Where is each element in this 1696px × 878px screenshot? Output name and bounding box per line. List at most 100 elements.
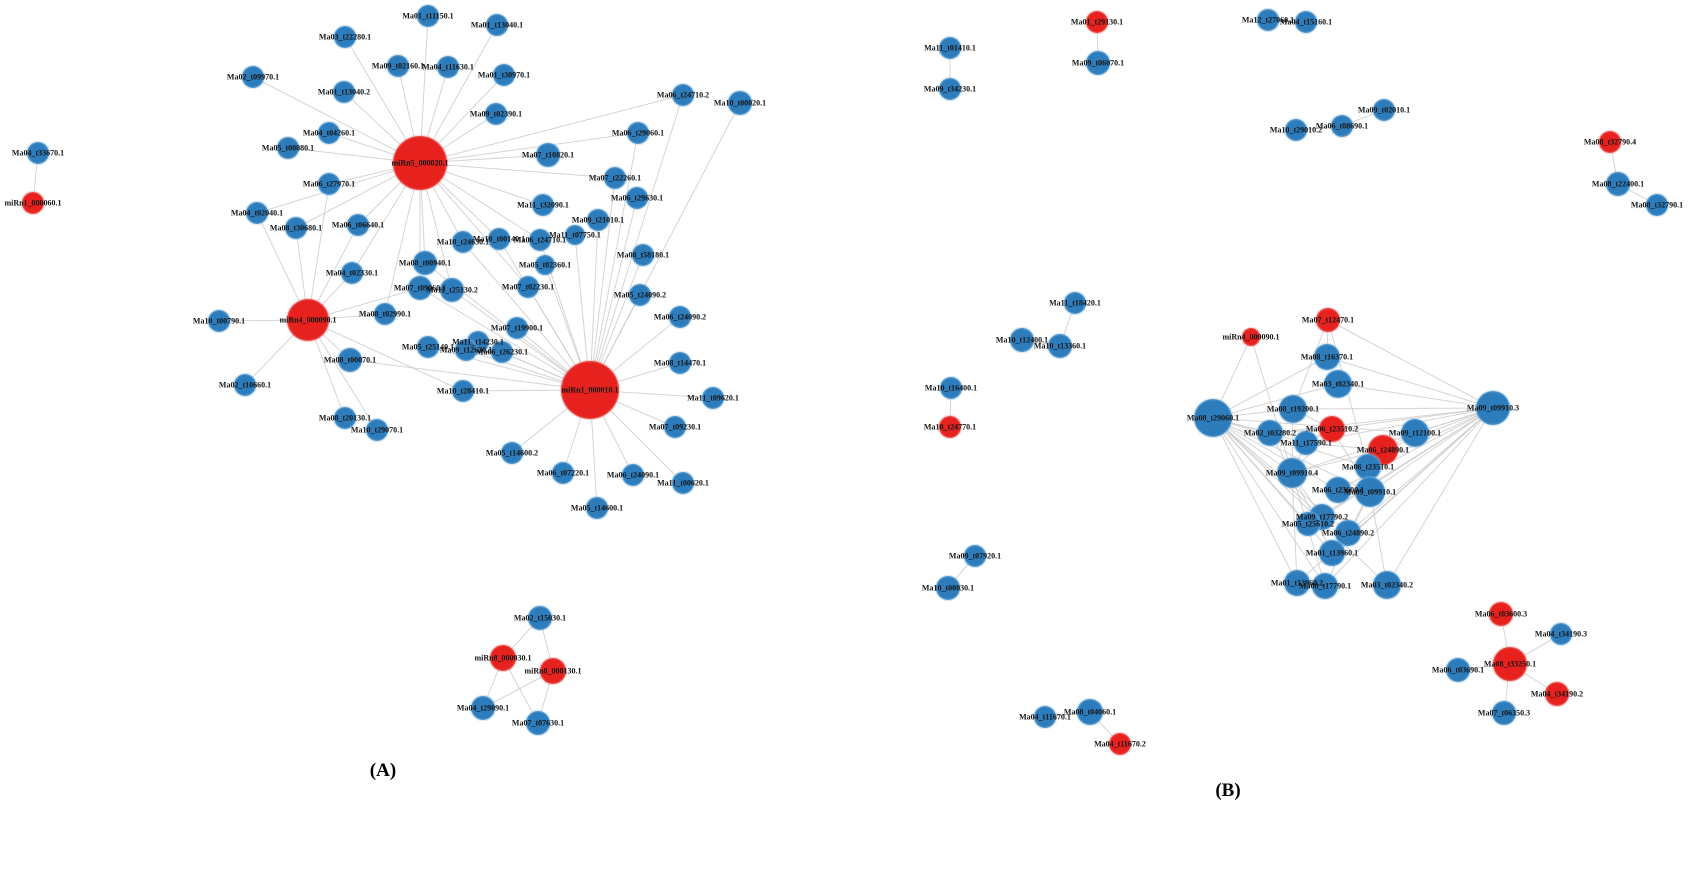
network-node-a50[interactable] [499,440,525,466]
network-node-c11[interactable] [1399,417,1431,449]
network-node-b01[interactable] [937,35,963,61]
network-node-c21[interactable] [1310,571,1340,601]
network-node-aP1[interactable] [25,140,51,166]
network-node-a60[interactable] [524,709,552,737]
network-node-b18[interactable] [962,543,988,569]
network-node-a54[interactable] [584,495,610,521]
network-node-a11[interactable] [275,135,301,161]
network-node-a27[interactable] [415,334,441,360]
network-node-a48[interactable] [364,417,390,443]
network-node-a49[interactable] [450,378,476,404]
network-node-a51[interactable] [550,460,576,486]
network-node-b26[interactable] [1444,656,1472,684]
network-node-a22[interactable] [406,274,434,302]
network-node-b05[interactable] [1255,7,1281,33]
network-node-a32[interactable] [534,141,562,169]
network-node-b17[interactable] [937,414,963,440]
network-node-a14[interactable] [283,215,309,241]
network-node-b06[interactable] [1293,9,1319,35]
network-node-c23[interactable] [1474,389,1512,427]
network-node-b09[interactable] [1283,117,1309,143]
network-node-a38[interactable] [630,242,656,268]
network-node-a55[interactable] [662,414,688,440]
network-node-b23[interactable] [1487,600,1515,628]
network-node-a61[interactable] [489,339,515,365]
network-node-b07[interactable] [1371,97,1397,123]
network-node-aH3[interactable] [559,359,621,421]
network-node-a58[interactable] [538,656,568,686]
network-node-a10[interactable] [316,120,342,146]
network-node-b25[interactable] [1491,645,1529,683]
network-node-a03[interactable] [332,24,358,50]
network-node-a18[interactable] [411,249,439,277]
network-node-a01[interactable] [415,3,441,29]
network-node-c09[interactable] [1292,429,1320,457]
network-node-c22[interactable] [1371,569,1403,601]
network-node-a08[interactable] [331,79,357,105]
network-node-c19[interactable] [1317,538,1347,568]
network-node-b28[interactable] [1490,699,1518,727]
network-node-a24[interactable] [515,274,541,300]
network-node-b24[interactable] [1548,621,1574,647]
network-node-a02[interactable] [484,12,510,38]
network-node-b22[interactable] [1107,731,1133,757]
network-node-a44[interactable] [206,308,232,334]
network-node-b21[interactable] [1075,697,1105,727]
network-node-a25[interactable] [504,315,530,341]
network-node-a29[interactable] [670,82,696,108]
network-node-b12[interactable] [1644,192,1670,218]
network-node-a20[interactable] [486,226,512,252]
network-node-a21[interactable] [527,227,553,253]
network-node-a30[interactable] [726,89,754,117]
network-node-b20[interactable] [1032,704,1058,730]
network-node-a45[interactable] [232,372,258,398]
network-node-a41[interactable] [667,304,693,330]
network-node-a59[interactable] [469,694,497,722]
network-node-c17[interactable] [1294,510,1322,538]
network-node-aH1[interactable] [391,134,449,192]
network-node-c08[interactable] [1317,414,1347,444]
network-node-b04[interactable] [1084,49,1112,77]
network-node-a04[interactable] [385,53,411,79]
network-node-b16[interactable] [938,375,964,401]
network-node-b14[interactable] [1046,332,1074,360]
network-node-c18[interactable] [1333,518,1363,548]
network-node-a56[interactable] [526,604,554,632]
network-node-a42[interactable] [667,350,693,376]
network-node-c14[interactable] [1323,475,1353,505]
network-node-a15[interactable] [345,212,371,238]
network-node-a53[interactable] [670,470,696,496]
network-node-b13[interactable] [1062,290,1088,316]
network-node-a43[interactable] [700,385,726,411]
network-node-b15[interactable] [1008,326,1036,354]
network-node-a46[interactable] [336,346,364,374]
network-node-aH2[interactable] [285,297,331,343]
network-node-b02[interactable] [937,76,963,102]
network-node-a33[interactable] [602,165,628,191]
network-node-a17[interactable] [372,301,398,327]
network-node-c03[interactable] [1312,342,1342,372]
network-node-c07[interactable] [1255,418,1285,448]
network-node-c02[interactable] [1314,306,1342,334]
network-node-a12[interactable] [316,171,342,197]
network-node-b10[interactable] [1597,129,1623,155]
network-node-a13[interactable] [244,200,270,226]
network-node-a31[interactable] [625,120,651,146]
network-node-c01[interactable] [1240,326,1262,348]
network-node-a36[interactable] [585,207,611,233]
network-node-aP2[interactable] [20,190,46,216]
network-node-b11[interactable] [1604,170,1632,198]
network-node-a52[interactable] [620,462,646,488]
network-node-c05[interactable] [1277,393,1309,425]
network-node-a05[interactable] [435,54,461,80]
network-node-a16[interactable] [339,260,365,286]
network-node-b27[interactable] [1543,680,1571,708]
network-node-a07[interactable] [240,64,266,90]
network-node-a35[interactable] [530,192,556,218]
network-node-b03[interactable] [1084,9,1110,35]
network-node-a28[interactable] [453,337,479,363]
network-node-c13[interactable] [1275,456,1309,490]
network-node-c20[interactable] [1282,568,1312,598]
network-node-a47[interactable] [332,405,358,431]
network-node-b19[interactable] [934,574,962,602]
